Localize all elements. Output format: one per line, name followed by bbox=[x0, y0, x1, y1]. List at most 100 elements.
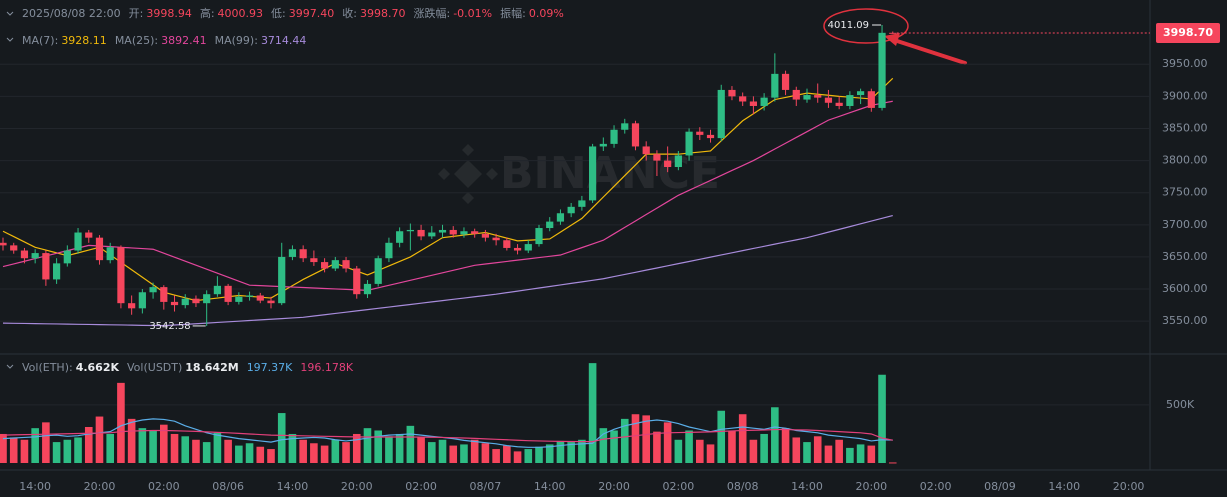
collapse-icon[interactable] bbox=[6, 11, 14, 16]
candle-body bbox=[117, 247, 125, 304]
volume-bar bbox=[556, 440, 565, 463]
header-label: 振幅: bbox=[500, 6, 526, 20]
volume-bar bbox=[267, 449, 275, 463]
volume-bar bbox=[106, 433, 114, 463]
highlight-arrowhead bbox=[884, 33, 900, 46]
candle-body bbox=[278, 256, 286, 304]
x-tick-label: 08/08 bbox=[727, 480, 759, 493]
volume-bar bbox=[138, 428, 147, 463]
legend-value: 18.642M bbox=[185, 361, 238, 374]
x-tick-label: 02:00 bbox=[405, 480, 437, 493]
volume-bar bbox=[417, 437, 425, 463]
volume-bar bbox=[610, 430, 618, 463]
x-tick-label: 14:00 bbox=[277, 480, 309, 493]
header-label: 收: bbox=[342, 6, 357, 20]
candle-body bbox=[621, 123, 629, 130]
volume-bar bbox=[117, 382, 125, 463]
candle-body bbox=[213, 285, 221, 295]
volume-bar bbox=[342, 442, 350, 463]
volume-bar bbox=[631, 414, 640, 463]
candle-body bbox=[460, 231, 468, 235]
volume-bar bbox=[363, 428, 372, 463]
vol-tick-label: 500K bbox=[1166, 398, 1195, 411]
candle-body bbox=[138, 292, 146, 309]
volume-bar bbox=[674, 439, 683, 463]
candle-body bbox=[631, 123, 640, 147]
volume-bar bbox=[460, 444, 468, 463]
volume-bar bbox=[792, 437, 801, 463]
candle-body bbox=[181, 298, 189, 306]
candle-body bbox=[353, 268, 361, 295]
ma-line bbox=[2, 77, 894, 302]
candle-body bbox=[749, 101, 757, 106]
volume-bar bbox=[642, 415, 650, 463]
last-price-box bbox=[1156, 22, 1220, 43]
candle-body bbox=[653, 154, 661, 161]
legend-value: 196.178K bbox=[300, 361, 353, 374]
volume-bar bbox=[803, 442, 811, 463]
y-tick-label: 3900.00 bbox=[1162, 89, 1208, 102]
x-tick-label: 14:00 bbox=[791, 480, 823, 493]
volume-bar bbox=[685, 430, 693, 463]
watermark-logo bbox=[438, 144, 498, 204]
volume-bar bbox=[202, 442, 211, 463]
volume-bar bbox=[95, 416, 104, 463]
volume-bar bbox=[717, 410, 726, 463]
volume-legend: Vol(ETH): 4.662K Vol(USDT) 18.642M 197.37K 19… bbox=[22, 361, 354, 374]
x-tick-label: 20:00 bbox=[1113, 480, 1145, 493]
candle-body bbox=[74, 232, 82, 251]
candle-body bbox=[160, 287, 168, 302]
candle-body bbox=[471, 231, 479, 234]
volume-bar bbox=[170, 433, 179, 463]
candle-body bbox=[739, 96, 747, 102]
volume-bar bbox=[599, 428, 608, 463]
candle-body bbox=[310, 258, 318, 263]
y-tick-label: 3550.00 bbox=[1162, 314, 1208, 327]
volume-bar bbox=[706, 444, 715, 463]
collapse-icon[interactable] bbox=[6, 37, 14, 42]
x-tick-label: 02:00 bbox=[148, 480, 180, 493]
header-value: 3998.94 bbox=[146, 7, 192, 20]
legend-value: 3714.44 bbox=[261, 34, 307, 47]
collapse-icon[interactable] bbox=[6, 364, 14, 369]
candle-body bbox=[438, 229, 447, 233]
volume-bar bbox=[331, 439, 340, 463]
candle-body bbox=[781, 73, 790, 90]
header-label: 高: bbox=[200, 6, 215, 20]
candle-body bbox=[235, 296, 243, 302]
volume-bar bbox=[728, 430, 736, 463]
volume-bar bbox=[192, 439, 200, 463]
candle-body bbox=[53, 263, 61, 280]
volume-bar bbox=[160, 424, 168, 463]
volume-bar bbox=[42, 422, 50, 463]
candle-body bbox=[814, 95, 822, 98]
y-tick-label: 3600.00 bbox=[1162, 282, 1208, 295]
candle-body bbox=[428, 232, 436, 237]
header-date: 2025/08/08 22:00 bbox=[22, 7, 121, 20]
volume-bar bbox=[256, 446, 265, 463]
legend-name: Vol(USDT) bbox=[127, 361, 182, 374]
volume-bar bbox=[781, 428, 790, 463]
candle-body bbox=[267, 300, 275, 304]
volume-bar bbox=[213, 432, 222, 463]
x-tick-label: 14:00 bbox=[534, 480, 566, 493]
volume-bar bbox=[749, 439, 758, 463]
volume-bar bbox=[470, 439, 479, 463]
volume-bar bbox=[63, 439, 72, 463]
highlight-circle bbox=[823, 8, 909, 44]
candle-body bbox=[846, 95, 854, 106]
candle-body bbox=[31, 253, 39, 259]
highlight-arrow bbox=[892, 38, 967, 65]
volume-bar bbox=[149, 430, 157, 463]
volume-bar bbox=[406, 425, 415, 463]
candle-body bbox=[42, 253, 50, 280]
volume-bar bbox=[299, 439, 307, 463]
candle-body bbox=[342, 260, 350, 269]
candle-body bbox=[513, 247, 522, 251]
ohlc-header: 2025/08/08 22:00 开: 3998.94 高: 4000.93 低: 3997… bbox=[22, 6, 564, 20]
volume-bar bbox=[224, 439, 232, 463]
candle-body bbox=[449, 229, 457, 235]
x-tick-label: 02:00 bbox=[920, 480, 952, 493]
header-value: 0.09% bbox=[529, 7, 564, 20]
volume-bar bbox=[846, 447, 854, 463]
